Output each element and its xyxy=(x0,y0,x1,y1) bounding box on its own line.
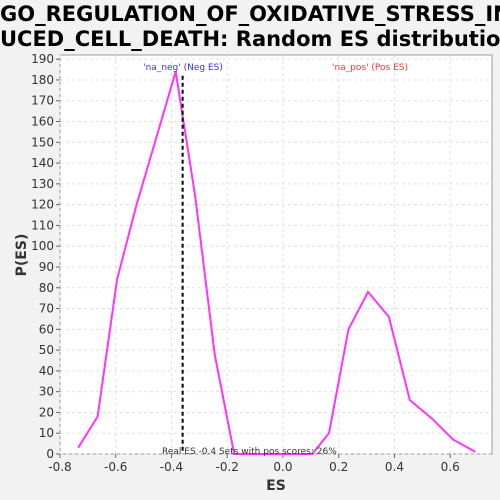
y-axis-ticks: 0 10 20 30 40 50 60 70 80 90 100 110 120 130 140 150 160… xyxy=(31,52,60,461)
y-tick-label: 150 xyxy=(31,135,54,149)
x-tick-label: -0.4 xyxy=(160,460,183,474)
y-tick-label: 80 xyxy=(39,281,54,295)
legend-pos-label: 'na_pos' (Pos ES) xyxy=(332,63,408,73)
x-tick-label: 0.0 xyxy=(273,460,292,474)
y-tick-label: 90 xyxy=(39,260,54,274)
chart-title-line-1: GO_REGULATION_OF_OXIDATIVE_STRESS_IND xyxy=(0,2,500,26)
y-tick-label: 110 xyxy=(31,218,54,232)
y-tick-label: 170 xyxy=(31,94,54,108)
y-tick-label: 30 xyxy=(39,385,54,399)
real-es-annotation: Real ES -0.4 Sets with pos scores: 26% xyxy=(162,447,337,457)
y-tick-label: 120 xyxy=(31,198,54,212)
y-tick-label: 130 xyxy=(31,177,54,191)
chart-title: GO_REGULATION_OF_OXIDATIVE_STRESS_IND UC… xyxy=(0,2,500,52)
plot-area xyxy=(59,54,493,455)
y-tick-label: 100 xyxy=(31,239,54,253)
x-tick-label: -0.8 xyxy=(48,460,71,474)
x-axis-ticks: -0.8 -0.6 -0.4 -0.2 0.0 0.2 0.4 0.6 xyxy=(48,454,460,474)
x-tick-label: 0.6 xyxy=(441,460,460,474)
y-tick-label: 190 xyxy=(31,52,54,66)
x-tick-label: 0.2 xyxy=(329,460,348,474)
y-tick-label: 60 xyxy=(39,322,54,336)
y-tick-label: 140 xyxy=(31,156,54,170)
legend-neg-label: 'na_neg' (Neg ES) xyxy=(143,63,223,73)
x-tick-label: -0.2 xyxy=(216,460,239,474)
y-tick-label: 50 xyxy=(39,343,54,357)
chart-title-line-2: UCED_CELL_DEATH: Random ES distribution xyxy=(0,27,500,51)
y-axis-label: P(ES) xyxy=(14,234,30,277)
y-tick-label: 0 xyxy=(46,447,54,461)
y-tick-label: 20 xyxy=(39,405,54,419)
grid-lines xyxy=(59,55,492,455)
y-tick-label: 40 xyxy=(39,364,54,378)
y-tick-label: 180 xyxy=(31,73,54,87)
x-tick-label: 0.4 xyxy=(385,460,404,474)
y-tick-label: 10 xyxy=(39,426,54,440)
y-tick-label: 160 xyxy=(31,115,54,129)
x-axis-label: ES xyxy=(266,478,286,494)
x-tick-label: -0.6 xyxy=(104,460,127,474)
series-group xyxy=(77,71,476,455)
y-tick-label: 70 xyxy=(39,302,54,316)
